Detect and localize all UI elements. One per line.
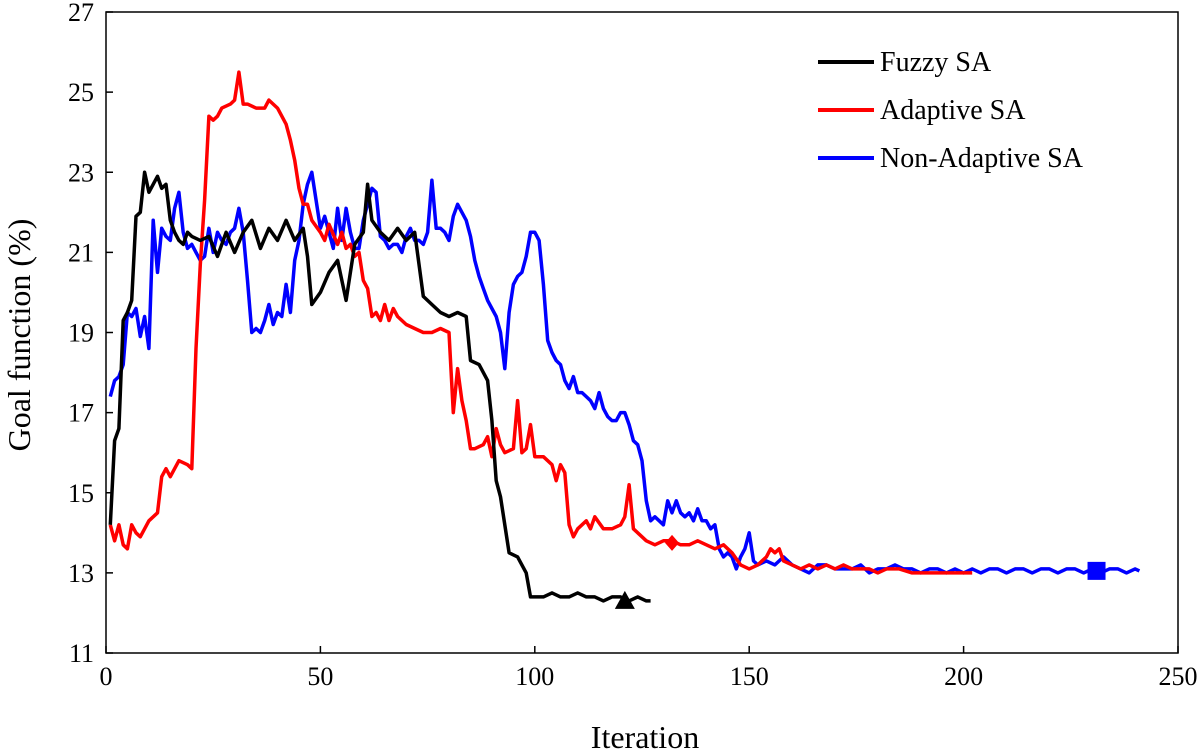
y-tick-label: 15 [68, 479, 94, 508]
y-tick-label: 19 [68, 319, 94, 348]
legend-label-adaptive-sa: Adaptive SA [880, 95, 1026, 126]
end-markers [614, 534, 1106, 609]
legend: Fuzzy SA Adaptive SA Non-Adaptive SA [818, 47, 1084, 174]
series-line-adaptive-sa [108, 70, 973, 575]
x-tick-label: 250 [1159, 662, 1198, 691]
y-axis-ticks: 11 13 15 17 19 21 23 25 27 [68, 0, 113, 668]
x-tick-label: 50 [307, 662, 333, 691]
y-axis-title: Goal function (%) [1, 219, 37, 452]
series-line-fuzzy-sa [108, 170, 651, 603]
marker-fuzzy-sa [614, 590, 635, 609]
x-tick-label: 150 [730, 662, 769, 691]
x-axis-title: Iteration [591, 719, 699, 753]
series-lines [108, 70, 1141, 603]
x-tick-label: 200 [944, 662, 983, 691]
y-tick-label: 17 [68, 399, 94, 428]
legend-label-fuzzy-sa: Fuzzy SA [880, 47, 992, 78]
y-tick-label: 13 [68, 559, 94, 588]
x-tick-label: 0 [100, 662, 113, 691]
y-tick-label: 25 [68, 78, 94, 107]
legend-label-non-adaptive-sa: Non-Adaptive SA [880, 143, 1084, 174]
marker-adaptive-sa [665, 534, 680, 551]
y-tick-label: 23 [68, 158, 94, 187]
marker-non-adaptive-sa [1087, 561, 1106, 580]
x-tick-label: 100 [515, 662, 554, 691]
y-tick-label: 11 [69, 639, 94, 668]
y-tick-label: 21 [68, 238, 94, 267]
x-axis-ticks: 0 50 100 150 200 250 [100, 646, 1198, 691]
y-tick-label: 27 [68, 0, 94, 27]
